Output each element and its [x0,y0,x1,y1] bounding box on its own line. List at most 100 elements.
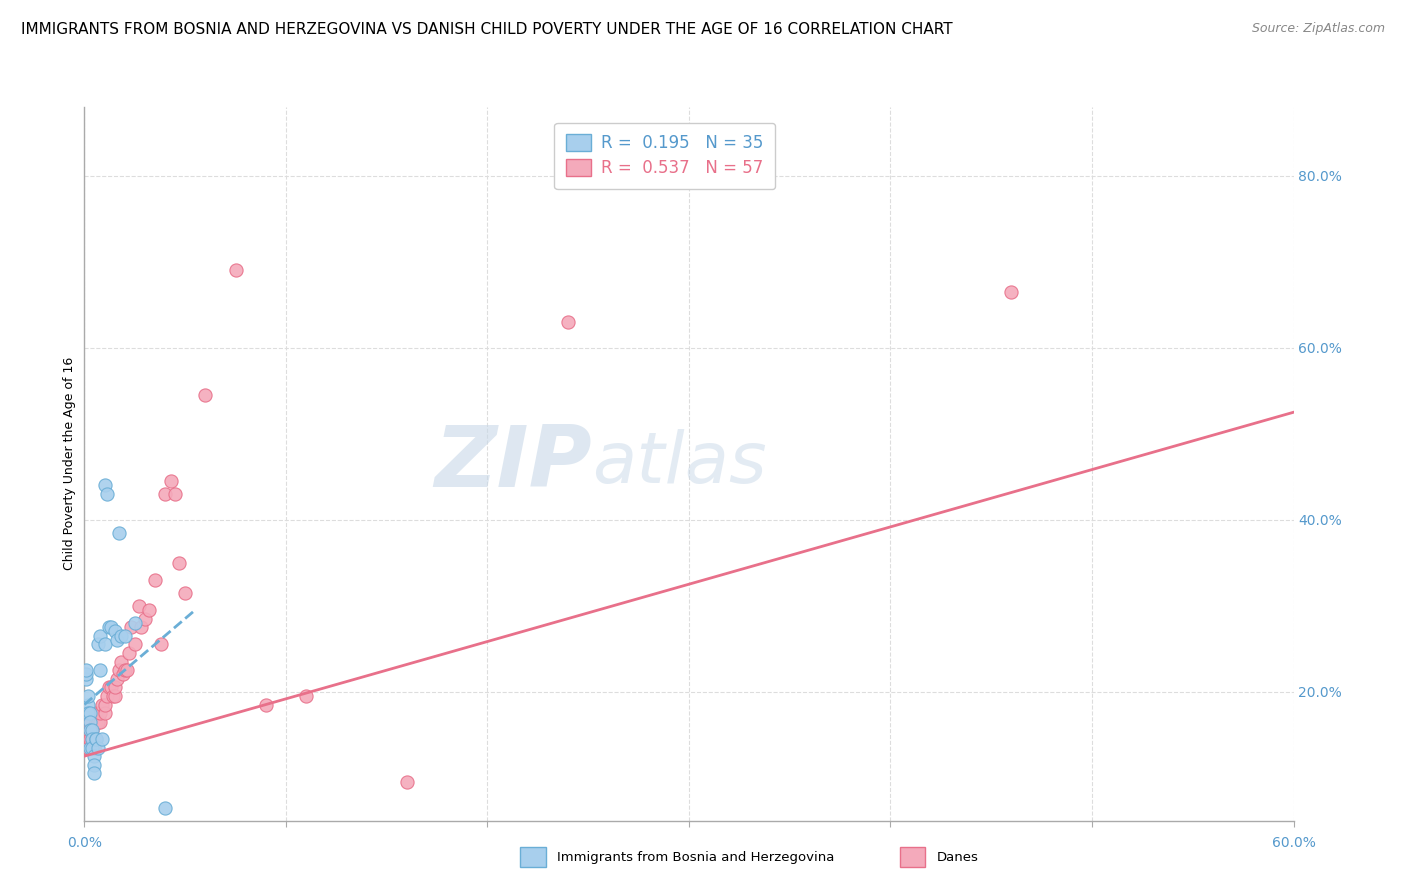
Point [118,646,141,660]
Point [83,757,105,772]
Y-axis label: Child Poverty Under the Age of 16: Child Poverty Under the Age of 16 [63,357,76,571]
Point [77,740,100,755]
Point [153,801,176,815]
Point [91,698,114,712]
Point [75,667,97,681]
Point [110,629,132,643]
Point [87,714,110,729]
Point [194,388,217,402]
Point [75,672,97,686]
Point [79,723,101,738]
Point [93,706,115,721]
Point [87,714,110,729]
Point [129,620,152,634]
Point [107,663,129,677]
Point [86,706,108,721]
Point [82,723,104,738]
Legend: R =  0.195   N = 35, R =  0.537   N = 57: R = 0.195 N = 35, R = 0.537 N = 57 [554,122,775,189]
Point [107,525,129,540]
Point [557,315,579,329]
Point [105,633,128,648]
Point [83,740,105,755]
Point [97,620,120,634]
Point [79,731,101,746]
Point [100,681,122,695]
Point [104,689,127,703]
Point [96,689,118,703]
Point [97,681,120,695]
Point [79,706,101,721]
Point [149,637,172,651]
Point [114,663,136,677]
Point [160,474,183,488]
Point [111,667,134,681]
Point [77,698,100,712]
Point [104,681,127,695]
Point [89,706,111,721]
Point [75,663,97,677]
Point [82,740,104,755]
Point [82,731,104,746]
Point [120,620,142,634]
Point [75,723,97,738]
Point [87,637,110,651]
Point [138,603,160,617]
Point [79,714,101,729]
Text: 60.0%: 60.0% [1271,836,1316,850]
Point [128,599,150,613]
Point [143,573,166,587]
Text: Danes: Danes [936,851,979,863]
Point [100,620,122,634]
Point [153,487,176,501]
Point [77,740,100,755]
Point [79,740,101,755]
Point [79,723,101,738]
Point [77,723,100,738]
Point [93,698,115,712]
Point [77,689,100,703]
Point [75,731,97,746]
Point [75,731,97,746]
Point [83,749,105,764]
Point [114,629,136,643]
Point [86,731,108,746]
Point [96,487,118,501]
Point [1000,285,1022,299]
Point [82,723,104,738]
Point [395,775,418,789]
Point [83,731,105,746]
Point [101,689,124,703]
Point [254,698,277,712]
Point [86,731,108,746]
Point [295,689,318,703]
Point [83,766,105,780]
Point [165,487,187,501]
Point [93,637,115,651]
Point [86,714,108,729]
Point [93,478,115,492]
Point [89,714,111,729]
Point [115,663,138,677]
Point [134,611,156,625]
Point [83,740,105,755]
Point [124,615,146,630]
Point [225,263,247,277]
Text: Source: ZipAtlas.com: Source: ZipAtlas.com [1251,22,1385,36]
Point [89,629,111,643]
Point [79,714,101,729]
Point [87,740,110,755]
Text: atlas: atlas [592,429,766,499]
Text: 0.0%: 0.0% [67,836,101,850]
Point [174,586,197,600]
Point [82,731,104,746]
Point [77,714,100,729]
Point [167,556,190,570]
Point [110,655,132,669]
Point [89,663,111,677]
Point [105,672,128,686]
Point [91,731,114,746]
Point [77,706,100,721]
Point [104,624,127,639]
Point [124,637,146,651]
Text: Immigrants from Bosnia and Herzegovina: Immigrants from Bosnia and Herzegovina [557,851,834,863]
